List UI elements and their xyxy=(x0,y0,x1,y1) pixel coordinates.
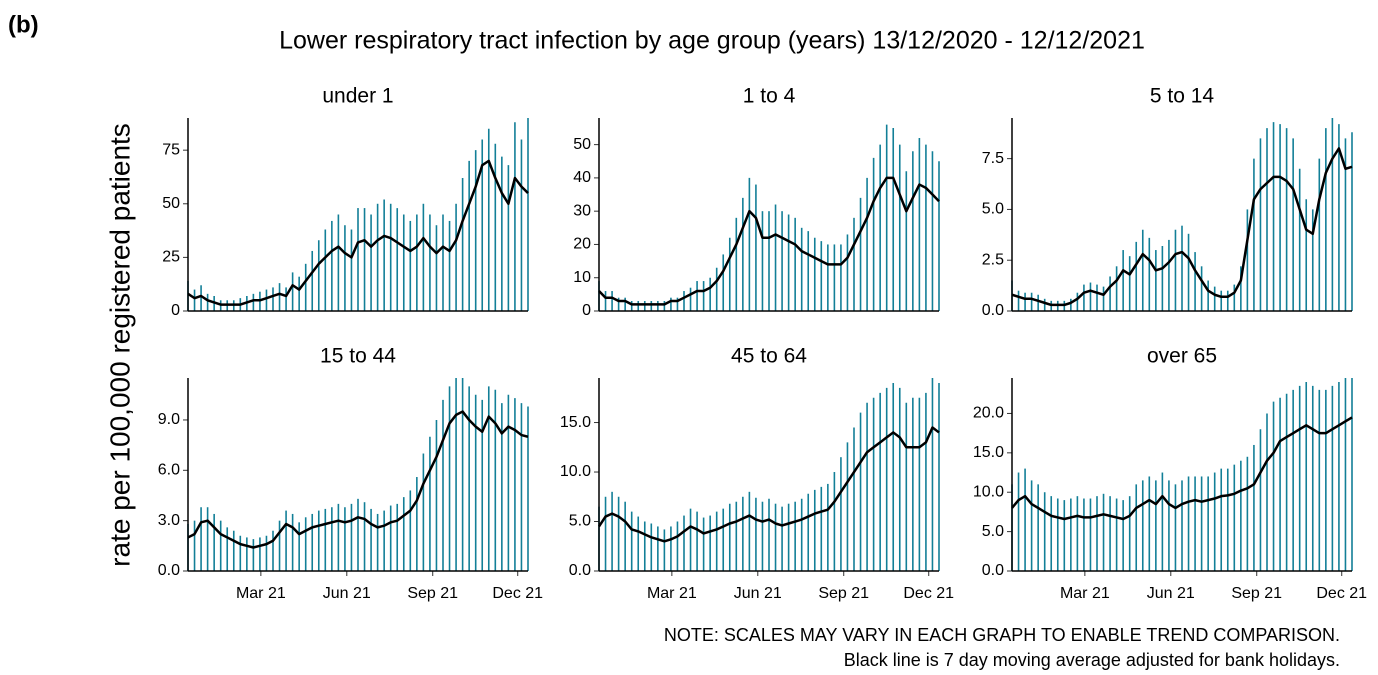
x-tick-label: Dec 21 xyxy=(903,585,954,602)
y-tick-label: 3.0 xyxy=(158,512,180,529)
y-tick-label: 2.5 xyxy=(982,251,1004,268)
y-tick-label: 15.0 xyxy=(560,414,591,431)
x-tick-label: Mar 21 xyxy=(647,585,697,602)
moving-average-line xyxy=(1011,147,1353,307)
panel-title: 1 to 4 xyxy=(743,85,796,108)
y-tick-label: 5.0 xyxy=(982,523,1004,540)
x-tick-label: Sep 21 xyxy=(818,585,869,602)
panel-title: 15 to 44 xyxy=(320,345,396,368)
x-tick-label: Jun 21 xyxy=(734,585,782,602)
figure-title: Lower respiratory tract infection by age… xyxy=(279,27,1145,55)
y-tick-label: 6.0 xyxy=(158,462,180,479)
moving-average-line xyxy=(598,176,940,306)
y-tick-label: 50 xyxy=(573,136,591,153)
y-tick-label: 0 xyxy=(171,302,180,319)
y-tick-label: 0.0 xyxy=(982,302,1004,319)
moving-average-line xyxy=(1011,416,1353,521)
moving-average-line xyxy=(187,159,529,306)
moving-average-line xyxy=(187,410,529,549)
panel-title: 5 to 14 xyxy=(1150,85,1215,108)
y-tick-label: 75 xyxy=(162,141,180,158)
x-tick-label: Dec 21 xyxy=(492,585,543,602)
y-tick-label: 7.5 xyxy=(982,150,1004,167)
y-tick-label: 9.0 xyxy=(158,411,180,428)
y-tick-label: 10 xyxy=(573,269,591,286)
panel-label: (b) xyxy=(8,11,39,38)
y-tick-label: 0.0 xyxy=(158,562,180,579)
y-tick-label: 30 xyxy=(573,202,591,219)
y-tick-label: 0.0 xyxy=(982,562,1004,579)
x-tick-label: Sep 21 xyxy=(1231,585,1282,602)
y-tick-label: 10.0 xyxy=(973,483,1004,500)
y-tick-label: 0 xyxy=(582,302,591,319)
y-tick-label: 15.0 xyxy=(973,444,1004,461)
moving-average-line xyxy=(597,426,940,543)
y-tick-label: 10.0 xyxy=(560,463,591,480)
y-tick-label: 5.0 xyxy=(569,513,591,530)
x-tick-label: Sep 21 xyxy=(407,585,458,602)
y-tick-label: 40 xyxy=(573,169,591,186)
y-tick-label: 50 xyxy=(162,195,180,212)
x-tick-label: Dec 21 xyxy=(1316,585,1367,602)
panel-title: 45 to 64 xyxy=(731,345,807,368)
y-tick-label: 20.0 xyxy=(973,405,1004,422)
note: Black line is 7 day moving average adjus… xyxy=(844,650,1340,670)
note: NOTE: SCALES MAY VARY IN EACH GRAPH TO E… xyxy=(664,625,1340,645)
y-axis-label: rate per 100,000 registered patients xyxy=(104,123,135,567)
y-tick-label: 20 xyxy=(573,236,591,253)
x-tick-label: Mar 21 xyxy=(236,585,286,602)
x-tick-label: Mar 21 xyxy=(1060,585,1110,602)
y-tick-label: 5.0 xyxy=(982,201,1004,218)
panel-title: over 65 xyxy=(1147,345,1217,368)
y-tick-label: 0.0 xyxy=(569,562,591,579)
panel-title: under 1 xyxy=(322,85,393,108)
x-tick-label: Jun 21 xyxy=(1147,585,1195,602)
x-tick-label: Jun 21 xyxy=(323,585,371,602)
y-tick-label: 25 xyxy=(162,249,180,266)
